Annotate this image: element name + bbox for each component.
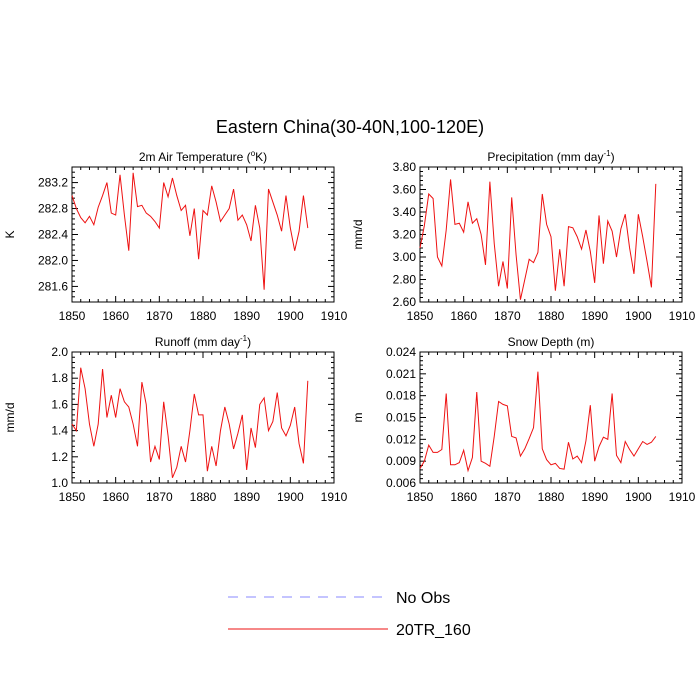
y-axis-label: K [3,230,17,238]
panel-title: Snow Depth (m) [508,335,595,349]
y-tick-label: 2.0 [51,345,68,359]
panel-title: Precipitation (mm day-1) [487,149,614,164]
x-tick-label: 1890 [581,490,608,504]
plot-frame [419,351,683,484]
y-tick-label: 2.60 [393,295,417,309]
y-tick-label: 0.012 [386,432,416,446]
y-tick-label: 2.80 [393,273,417,287]
x-tick-label: 1880 [190,490,217,504]
y-tick-label: 1.6 [51,397,68,411]
y-tick-label: 3.60 [393,183,417,197]
series-line-20tr-160 [419,179,657,300]
y-tick-label: 0.021 [386,367,416,381]
panel-runoff: Runoff (mm day-1) mm/d 1850 1860 1870 1880 189… [3,334,348,504]
x-tick-label: 1860 [450,309,477,323]
panel-air-temperature: 2m Air Temperature (oK) K 1850 1860 1870 1880… [3,149,348,323]
y-tick-label: 282.8 [38,202,68,216]
y-tick-label: 0.024 [386,345,416,359]
panel-title: Runoff (mm day-1) [155,334,251,349]
x-tick-label: 1890 [233,490,260,504]
y-tick-label: 3.40 [393,205,417,219]
series-line-20tr-160 [71,172,309,290]
x-tick-label: 1860 [102,309,129,323]
x-tick-label: 1850 [407,309,434,323]
x-tick-label: 1910 [669,490,696,504]
x-tick-label: 1910 [321,490,348,504]
legend-label-no-obs: No Obs [396,590,450,607]
x-tick-label: 1880 [538,309,565,323]
y-tick-label: 0.015 [386,411,416,425]
y-tick-label: 0.018 [386,389,416,403]
x-tick-label: 1860 [450,490,477,504]
figure-title: Eastern China(30-40N,100-120E) [216,117,484,137]
x-tick-label: 1880 [538,490,565,504]
y-tick-label: 1.4 [51,424,68,438]
x-tick-label: 1900 [625,490,652,504]
x-tick-label: 1880 [190,309,217,323]
panel-snow-depth: Snow Depth (m) m 1850 1860 1870 1880 1890 1900 1… [351,335,696,504]
x-tick-label: 1870 [494,490,521,504]
y-tick-label: 3.80 [393,160,417,174]
x-tick-label: 1850 [59,490,86,504]
x-tick-label: 1870 [494,309,521,323]
y-tick-label: 283.2 [38,176,68,190]
legend: No Obs 20TR_160 [228,590,471,639]
y-tick-label: 282.0 [38,253,68,267]
y-tick-label: 0.006 [386,476,416,490]
y-tick-label: 1.2 [51,450,68,464]
series-line-20tr-160 [71,367,309,478]
x-tick-label: 1890 [581,309,608,323]
plot-frame [71,166,335,303]
x-tick-label: 1890 [233,309,260,323]
x-tick-label: 1860 [102,490,129,504]
panel-title: 2m Air Temperature (oK) [139,149,267,164]
x-tick-label: 1900 [277,309,304,323]
x-tick-label: 1900 [625,309,652,323]
x-tick-label: 1870 [146,309,173,323]
series-line-20tr-160 [419,371,657,473]
y-axis-label: mm/d [3,403,17,433]
y-tick-label: 1.0 [51,476,68,490]
y-tick-label: 3.00 [393,250,417,264]
y-tick-label: 3.20 [393,228,417,242]
x-tick-label: 1910 [321,309,348,323]
y-axis-label: m [351,413,365,423]
legend-label-20tr-160: 20TR_160 [396,622,471,639]
x-tick-label: 1850 [59,309,86,323]
x-tick-label: 1900 [277,490,304,504]
y-tick-label: 0.009 [386,454,416,468]
y-tick-label: 281.6 [38,279,68,293]
panel-precipitation: Precipitation (mm day-1) mm/d 1850 1860 1870… [351,149,696,323]
x-tick-label: 1910 [669,309,696,323]
y-axis-label: mm/d [351,220,365,250]
y-tick-label: 1.8 [51,371,68,385]
x-tick-label: 1870 [146,490,173,504]
y-tick-label: 282.4 [38,228,68,242]
x-tick-label: 1850 [407,490,434,504]
